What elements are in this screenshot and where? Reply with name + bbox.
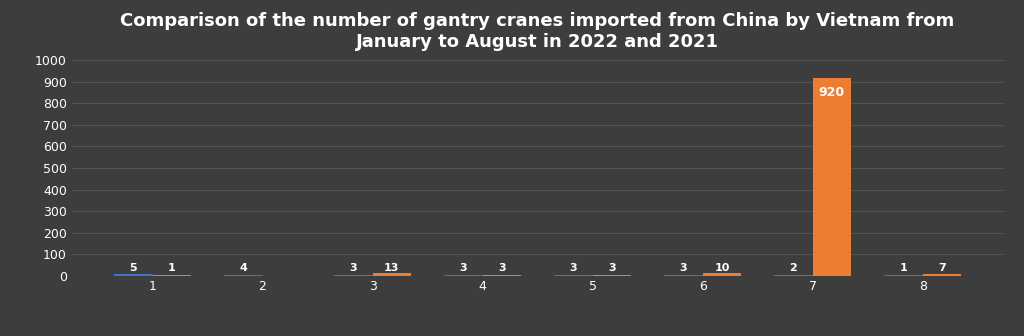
Title: Comparison of the number of gantry cranes imported from China by Vietnam from
Ja: Comparison of the number of gantry crane… bbox=[121, 12, 954, 51]
Bar bbox=[444, 275, 482, 276]
Text: 7: 7 bbox=[938, 263, 946, 273]
Bar bbox=[554, 275, 593, 276]
Text: 3: 3 bbox=[498, 263, 506, 273]
Text: 1: 1 bbox=[899, 263, 907, 273]
Bar bbox=[702, 274, 741, 276]
Bar bbox=[114, 275, 153, 276]
Bar bbox=[774, 275, 813, 276]
Text: 3: 3 bbox=[608, 263, 615, 273]
Bar bbox=[373, 273, 411, 276]
Text: 3: 3 bbox=[349, 263, 357, 273]
Bar bbox=[813, 78, 851, 276]
Bar bbox=[923, 274, 962, 276]
Bar bbox=[334, 275, 373, 276]
Bar bbox=[482, 275, 521, 276]
Bar bbox=[224, 275, 262, 276]
Text: 4: 4 bbox=[240, 263, 247, 273]
Text: 3: 3 bbox=[569, 263, 578, 273]
Text: 2: 2 bbox=[790, 263, 798, 273]
Bar bbox=[593, 275, 631, 276]
Text: 3: 3 bbox=[460, 263, 467, 273]
Text: 10: 10 bbox=[714, 263, 729, 273]
Text: 920: 920 bbox=[819, 86, 845, 99]
Text: 3: 3 bbox=[680, 263, 687, 273]
Text: 13: 13 bbox=[384, 263, 399, 273]
Text: 1: 1 bbox=[168, 263, 176, 273]
Text: 5: 5 bbox=[129, 263, 137, 273]
Bar bbox=[665, 275, 702, 276]
